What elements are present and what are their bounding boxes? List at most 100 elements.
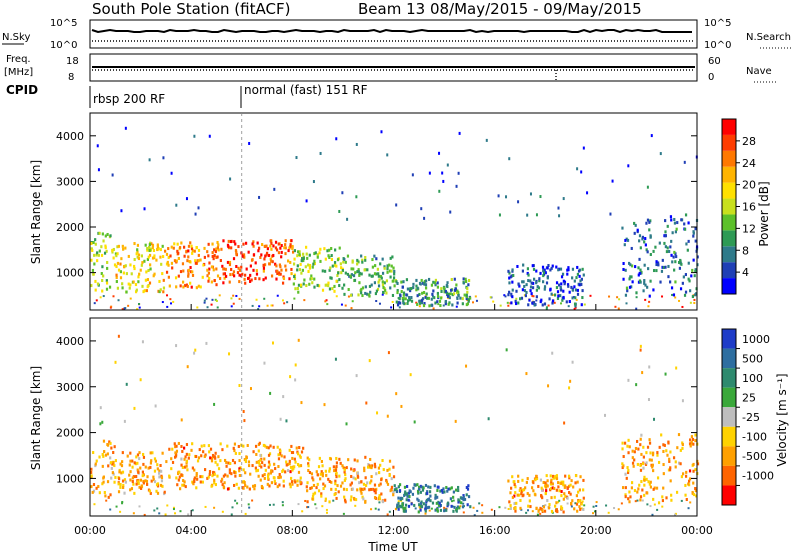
echo-cell bbox=[574, 306, 577, 309]
echo-cell bbox=[221, 448, 224, 452]
echo-cell bbox=[117, 268, 121, 272]
echo-cell bbox=[521, 288, 524, 292]
echo-cell bbox=[228, 280, 231, 284]
echo-cell bbox=[684, 213, 688, 217]
echo-cell bbox=[309, 486, 312, 490]
echo-cell bbox=[392, 475, 396, 479]
colorbar-tick-label: 12 bbox=[742, 222, 756, 235]
echo-cell bbox=[550, 292, 553, 296]
echo-cell bbox=[505, 195, 508, 199]
echo-cell bbox=[406, 484, 409, 488]
echo-cell bbox=[374, 264, 377, 268]
echo-cell bbox=[689, 301, 692, 304]
echo-cell bbox=[622, 262, 625, 266]
echo-cell bbox=[203, 454, 206, 458]
echo-cell bbox=[690, 442, 693, 446]
echo-cell bbox=[215, 283, 218, 287]
echo-cell bbox=[290, 444, 293, 448]
echo-cell bbox=[508, 276, 511, 280]
echo-cell bbox=[323, 247, 326, 251]
echo-cell bbox=[280, 244, 283, 248]
echo-cell bbox=[526, 213, 529, 217]
echo-cell bbox=[541, 265, 545, 269]
echo-cell bbox=[362, 482, 366, 486]
echo-cell bbox=[373, 272, 377, 276]
echo-cell bbox=[180, 444, 183, 448]
echo-cell bbox=[452, 499, 455, 502]
echo-cell bbox=[449, 292, 452, 296]
echo-cell bbox=[283, 246, 286, 250]
echo-cell bbox=[311, 494, 315, 498]
echo-cell bbox=[351, 300, 354, 303]
echo-cell bbox=[103, 490, 106, 494]
echo-cell bbox=[364, 285, 367, 289]
echo-cell bbox=[440, 287, 443, 291]
echo-cell bbox=[442, 304, 445, 307]
echo-cell bbox=[424, 295, 427, 299]
echo-cell bbox=[542, 269, 545, 273]
echo-cell bbox=[318, 284, 321, 288]
echo-cell bbox=[466, 487, 470, 491]
echo-cell bbox=[229, 177, 232, 181]
echo-cell bbox=[261, 474, 264, 478]
echo-cell bbox=[197, 248, 201, 252]
echo-cell bbox=[93, 262, 96, 266]
echo-cell bbox=[579, 499, 582, 503]
echo-cell bbox=[119, 510, 122, 513]
echo-cell bbox=[578, 488, 581, 492]
echo-cell bbox=[550, 486, 553, 490]
echo-cell bbox=[279, 452, 282, 456]
echo-cell bbox=[180, 457, 183, 461]
echo-cell bbox=[102, 239, 105, 243]
echo-cell bbox=[101, 279, 104, 283]
echo-cell bbox=[134, 283, 138, 287]
echo-cell bbox=[504, 295, 507, 298]
echo-cell bbox=[638, 257, 641, 261]
echo-cell bbox=[105, 249, 108, 253]
echo-cell bbox=[424, 507, 427, 511]
echo-cell bbox=[673, 268, 676, 272]
ytick-label: 3000 bbox=[56, 381, 84, 394]
echo-cell bbox=[182, 285, 185, 289]
echo-cell bbox=[264, 444, 267, 448]
echo-cell bbox=[568, 476, 571, 480]
echo-cell bbox=[393, 284, 396, 288]
echo-cell bbox=[644, 237, 647, 241]
echo-cell bbox=[655, 260, 658, 264]
echo-cell bbox=[674, 260, 677, 264]
echo-cell bbox=[513, 502, 516, 506]
echo-cell bbox=[238, 473, 241, 477]
colorbar-tick-label: -1000 bbox=[742, 470, 774, 483]
echo-cell bbox=[421, 297, 425, 301]
echo-cell bbox=[312, 262, 315, 266]
echo-cell bbox=[219, 442, 222, 446]
echo-cell bbox=[199, 480, 202, 484]
nsky-trace bbox=[91, 28, 692, 34]
echo-cell bbox=[563, 485, 566, 489]
echo-cell bbox=[417, 510, 420, 514]
echo-cell bbox=[291, 482, 294, 486]
echo-cell bbox=[595, 504, 598, 507]
echo-cell bbox=[662, 463, 665, 467]
echo-cell bbox=[121, 451, 124, 455]
echo-cell bbox=[351, 487, 354, 491]
echo-cell bbox=[248, 141, 251, 145]
echo-cell bbox=[361, 495, 364, 499]
echo-cell bbox=[680, 262, 683, 266]
echo-cell bbox=[129, 488, 132, 492]
echo-cell bbox=[268, 452, 272, 456]
echo-cell bbox=[457, 171, 460, 175]
echo-cell bbox=[532, 267, 536, 271]
echo-cell bbox=[250, 258, 254, 262]
echo-cell bbox=[465, 280, 468, 284]
echo-cell bbox=[422, 486, 425, 490]
echo-cell bbox=[270, 247, 273, 251]
echo-cell bbox=[582, 507, 585, 511]
echo-cell bbox=[630, 285, 633, 289]
echo-cell bbox=[517, 200, 520, 204]
echo-cell bbox=[140, 254, 143, 258]
echo-cell bbox=[272, 503, 275, 506]
echo-cell bbox=[385, 480, 389, 484]
echo-cell bbox=[571, 288, 574, 292]
echo-cell bbox=[675, 255, 678, 259]
